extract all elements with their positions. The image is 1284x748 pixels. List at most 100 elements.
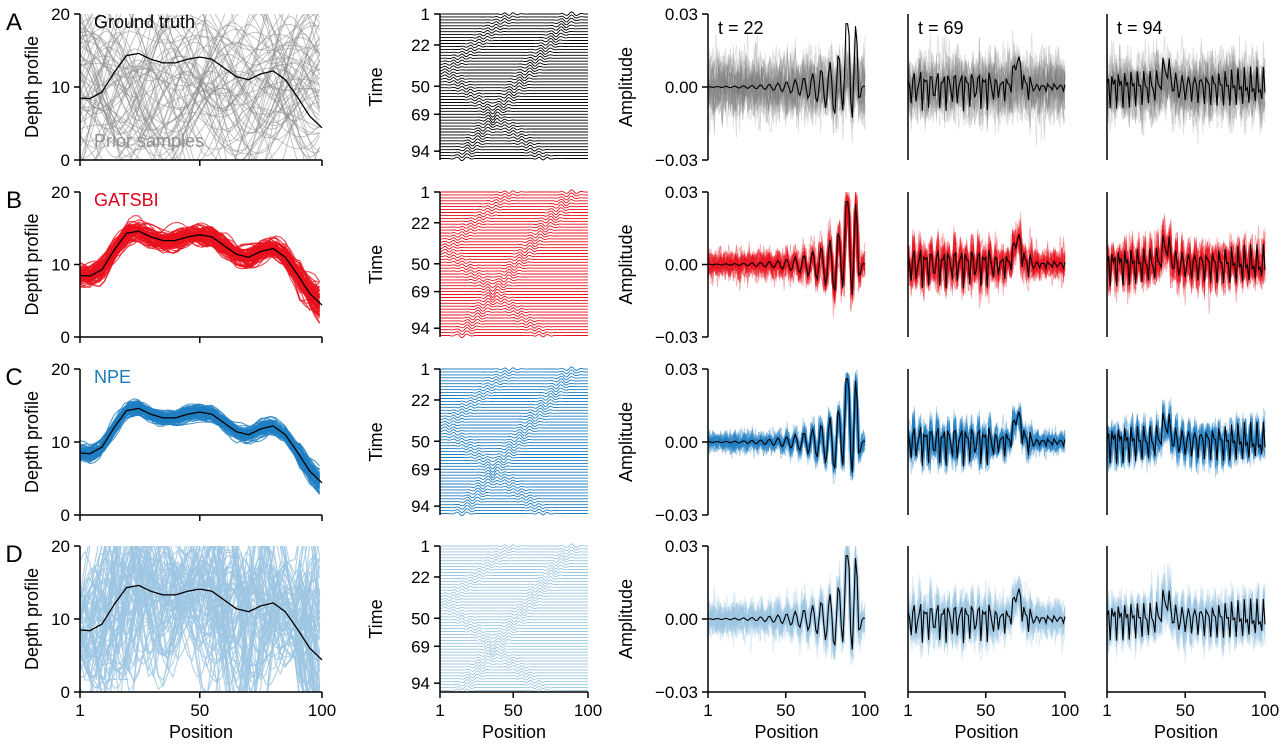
- trace-line: [440, 487, 588, 493]
- trace-line: [440, 667, 588, 672]
- trace-line: [440, 652, 588, 658]
- sample-curve: [80, 229, 320, 294]
- y-axis-label: Time: [366, 67, 386, 106]
- trace-line: [440, 628, 588, 634]
- y-axis-label: Time: [366, 245, 386, 284]
- trace-line: [440, 646, 588, 653]
- sample-trace: [1107, 405, 1266, 472]
- sample-trace: [908, 578, 1066, 649]
- trace-line: [440, 312, 588, 317]
- trace-line: [440, 91, 588, 96]
- sample-curve: [80, 19, 321, 160]
- sample-trace: [708, 196, 866, 298]
- x-tick-label: 100: [1051, 701, 1079, 720]
- sample-trace: [908, 55, 1066, 126]
- trace-line: [439, 602, 588, 608]
- trace-line: [439, 251, 588, 257]
- trace-line: [440, 32, 588, 38]
- sample-trace: [708, 199, 866, 294]
- trace-line: [440, 138, 588, 144]
- sample-trace: [708, 547, 866, 656]
- sample-trace: [708, 53, 866, 121]
- trace-line: [440, 189, 589, 195]
- sample-curve: [80, 546, 321, 692]
- trace-line: [440, 410, 588, 416]
- trace-line: [440, 147, 588, 152]
- trace-line: [440, 303, 588, 309]
- y-tick-label: 20: [51, 537, 70, 556]
- sample-trace: [1107, 47, 1266, 129]
- sample-trace: [708, 376, 866, 475]
- y-tick-label: 10: [51, 78, 70, 97]
- sample-trace: [708, 371, 866, 470]
- sample-trace: [708, 377, 866, 481]
- panel-label: D: [5, 541, 22, 568]
- trace-line: [439, 239, 588, 245]
- snapshot-panel-t69: 1 50 100 Position: [903, 546, 1079, 742]
- sample-trace: [908, 47, 1066, 122]
- sample-trace: [708, 548, 866, 651]
- method-label: GATSBI: [94, 190, 159, 210]
- sample-trace: [708, 53, 866, 122]
- trace-line: [440, 664, 588, 670]
- sample-trace: [708, 46, 866, 133]
- sample-trace: [708, 44, 866, 140]
- sample-trace: [908, 583, 1066, 650]
- trace-line: [440, 300, 588, 306]
- sample-trace: [708, 371, 866, 474]
- method-label: Ground truth: [94, 12, 195, 32]
- y-tick-label: −0.03: [655, 683, 698, 702]
- trace-line: [440, 620, 588, 626]
- trace-line: [440, 111, 588, 118]
- trace-line: [440, 233, 588, 239]
- trace-line: [440, 17, 588, 23]
- y-tick-label: 94: [411, 142, 430, 161]
- sample-trace: [908, 40, 1066, 127]
- trace-line: [440, 407, 588, 413]
- trace-line: [440, 96, 588, 102]
- y-tick-label: 50: [411, 432, 430, 451]
- sample-trace: [908, 59, 1066, 136]
- sample-trace: [1107, 43, 1266, 136]
- sample-trace: [708, 547, 866, 652]
- sample-trace: [708, 28, 866, 124]
- x-tick-label: 1: [1102, 701, 1111, 720]
- sample-trace: [708, 378, 866, 477]
- trace-line: [440, 434, 588, 439]
- sample-trace: [708, 371, 866, 479]
- trace-line: [440, 324, 588, 329]
- snapshot-panel-t94: t = 94: [1106, 14, 1266, 160]
- x-axis-label: Position: [482, 722, 546, 742]
- sample-trace: [908, 40, 1066, 140]
- sample-trace: [1107, 39, 1266, 135]
- y-tick-label: 10: [51, 256, 70, 275]
- sample-trace: [708, 546, 866, 658]
- snapshot-panel-t69: t = 69: [907, 14, 1066, 160]
- trace-line: [440, 670, 588, 676]
- x-tick-label: 100: [851, 701, 879, 720]
- sample-trace: [708, 192, 866, 294]
- x-tick-label: 1: [903, 701, 912, 720]
- sample-trace: [708, 376, 866, 469]
- trace-line: [440, 593, 588, 599]
- trace-line: [439, 428, 588, 434]
- trace-line: [440, 47, 588, 52]
- sample-trace: [908, 49, 1066, 119]
- sample-trace: [908, 585, 1066, 662]
- trace-line: [440, 11, 589, 17]
- sample-curve: [80, 14, 320, 160]
- y-tick-label: 94: [411, 497, 430, 516]
- x-tick-label: 1: [703, 701, 712, 720]
- trace-line: [440, 132, 588, 138]
- x-tick-label: 1: [75, 701, 84, 720]
- trace-line: [440, 561, 588, 567]
- sample-trace: [708, 38, 866, 131]
- sample-trace: [708, 192, 866, 298]
- sample-curve: [80, 14, 321, 160]
- sample-trace: [1107, 227, 1266, 292]
- sample-trace: [1107, 588, 1266, 655]
- trace-line: [440, 440, 588, 446]
- sample-trace: [708, 44, 866, 126]
- sample-trace: [708, 195, 866, 303]
